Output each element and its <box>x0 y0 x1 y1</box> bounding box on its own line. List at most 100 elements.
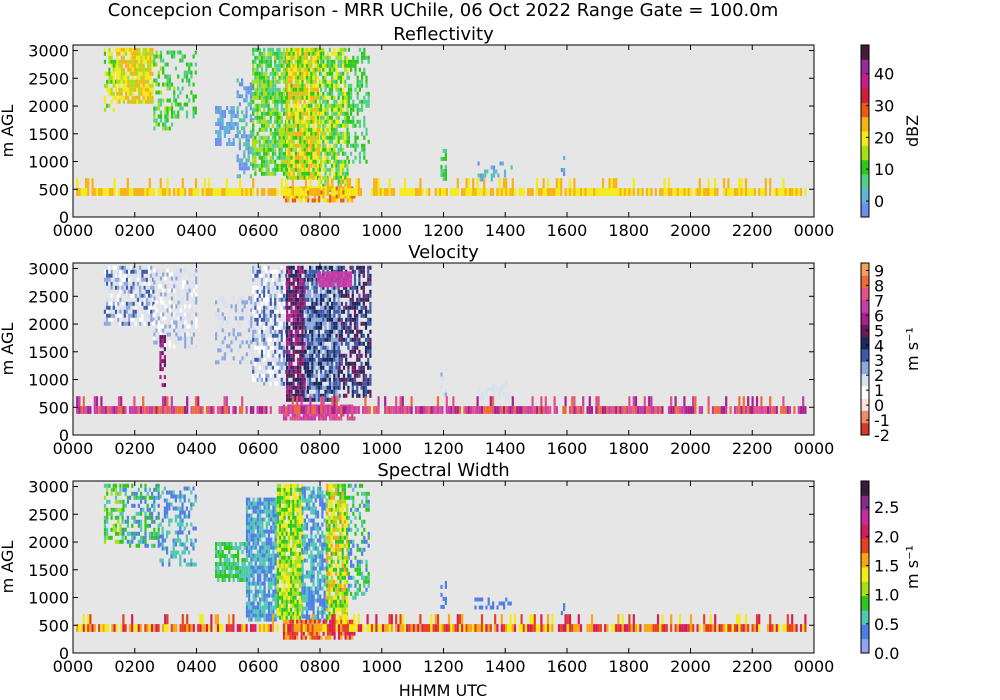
heatmap-cell <box>342 194 345 199</box>
heatmap-cell <box>181 54 184 59</box>
heatmap-cell <box>185 94 189 99</box>
heatmap-cell <box>742 188 745 196</box>
heatmap-cell <box>129 71 132 76</box>
heatmap-cell <box>252 151 255 156</box>
heatmap-cell <box>130 293 133 298</box>
heatmap-cell <box>344 83 347 88</box>
heatmap-cell <box>324 377 327 382</box>
heatmap-cell <box>288 155 291 160</box>
heatmap-cell <box>299 281 302 286</box>
heatmap-cell <box>621 406 624 414</box>
heatmap-cell <box>509 406 512 414</box>
heatmap-cell <box>128 313 131 318</box>
heatmap-cell <box>356 357 359 362</box>
heatmap-cell <box>505 395 508 400</box>
heatmap-cell <box>192 332 196 337</box>
heatmap-cell <box>280 95 283 100</box>
heatmap-cell <box>369 345 372 350</box>
heatmap-cell <box>538 188 541 196</box>
heatmap-cell <box>324 79 327 84</box>
heatmap-cell <box>139 301 142 306</box>
heatmap-cell <box>303 99 306 104</box>
heatmap-cell <box>280 281 283 286</box>
heatmap-cell <box>122 51 125 56</box>
heatmap-cell <box>476 406 479 414</box>
heatmap-cell <box>241 162 244 167</box>
heatmap-cell <box>133 79 136 84</box>
heatmap-cell <box>263 297 266 302</box>
heatmap-cell <box>236 154 239 159</box>
heatmap-cell <box>170 102 174 107</box>
heatmap-cell <box>292 265 295 270</box>
heatmap-cell <box>489 396 492 407</box>
heatmap-cell <box>278 131 281 136</box>
heatmap-cell <box>419 406 422 414</box>
heatmap-cell <box>353 406 356 414</box>
heatmap-cell <box>108 103 111 108</box>
heatmap-cell <box>142 406 145 414</box>
heatmap-cell <box>267 171 270 176</box>
heatmap-cell <box>317 353 320 358</box>
heatmap-cell <box>292 143 295 148</box>
heatmap-cell <box>367 103 370 108</box>
heatmap-cell <box>301 71 304 76</box>
heatmap-cell <box>228 122 231 126</box>
heatmap-cell <box>364 385 368 390</box>
heatmap-cell <box>276 111 279 116</box>
heatmap-cell <box>258 313 261 318</box>
heatmap-cell <box>365 103 368 108</box>
heatmap-cell <box>322 139 325 144</box>
heatmap-cell <box>297 47 300 52</box>
heatmap-cell <box>278 381 281 386</box>
heatmap-cell <box>157 188 160 196</box>
heatmap-cell <box>315 349 318 354</box>
heatmap-cell <box>650 188 653 196</box>
heatmap-cell <box>320 416 323 421</box>
heatmap-cell <box>290 329 293 334</box>
heatmap-cell <box>367 377 370 382</box>
heatmap-cell <box>168 316 171 321</box>
heatmap-cell <box>365 91 368 96</box>
heatmap-cell <box>299 385 302 390</box>
heatmap-cell <box>351 365 354 370</box>
heatmap-cell <box>103 277 107 282</box>
heatmap-cell <box>353 321 357 326</box>
heatmap-cell <box>183 188 187 196</box>
heatmap-cell <box>280 309 283 314</box>
heatmap-cell <box>333 147 336 152</box>
heatmap-cell <box>340 369 343 374</box>
heatmap-cell <box>324 406 327 414</box>
heatmap-cell <box>108 47 111 52</box>
heatmap-cell <box>333 329 336 334</box>
heatmap-cell <box>299 151 302 156</box>
heatmap-cell <box>350 95 353 100</box>
heatmap-cell <box>306 397 309 402</box>
heatmap-cell <box>142 99 145 104</box>
heatmap-cell <box>278 329 281 334</box>
heatmap-cell <box>166 50 169 55</box>
heatmap-cell <box>143 269 146 274</box>
heatmap-cell <box>299 285 302 290</box>
heatmap-cell <box>306 345 309 350</box>
heatmap-cell <box>168 50 171 55</box>
heatmap-cell <box>181 336 185 341</box>
heatmap-cell <box>365 55 368 60</box>
heatmap-cell <box>108 285 111 290</box>
heatmap-cell <box>269 95 272 100</box>
heatmap-cell <box>309 381 312 386</box>
heatmap-cell <box>173 98 176 103</box>
heatmap-cell <box>316 51 319 56</box>
heatmap-cell <box>313 361 316 366</box>
heatmap-cell <box>292 321 295 326</box>
heatmap-cell <box>194 396 198 407</box>
heatmap-cell <box>278 99 281 104</box>
heatmap-cell <box>219 188 222 196</box>
heatmap-cell <box>775 188 778 196</box>
heatmap-cell <box>674 396 677 407</box>
heatmap-cell <box>362 293 365 298</box>
heatmap-cell <box>304 273 307 278</box>
heatmap-cell <box>340 194 343 199</box>
heatmap-cell <box>344 151 347 156</box>
heatmap-cell <box>157 316 160 321</box>
heatmap-cell <box>265 91 268 96</box>
